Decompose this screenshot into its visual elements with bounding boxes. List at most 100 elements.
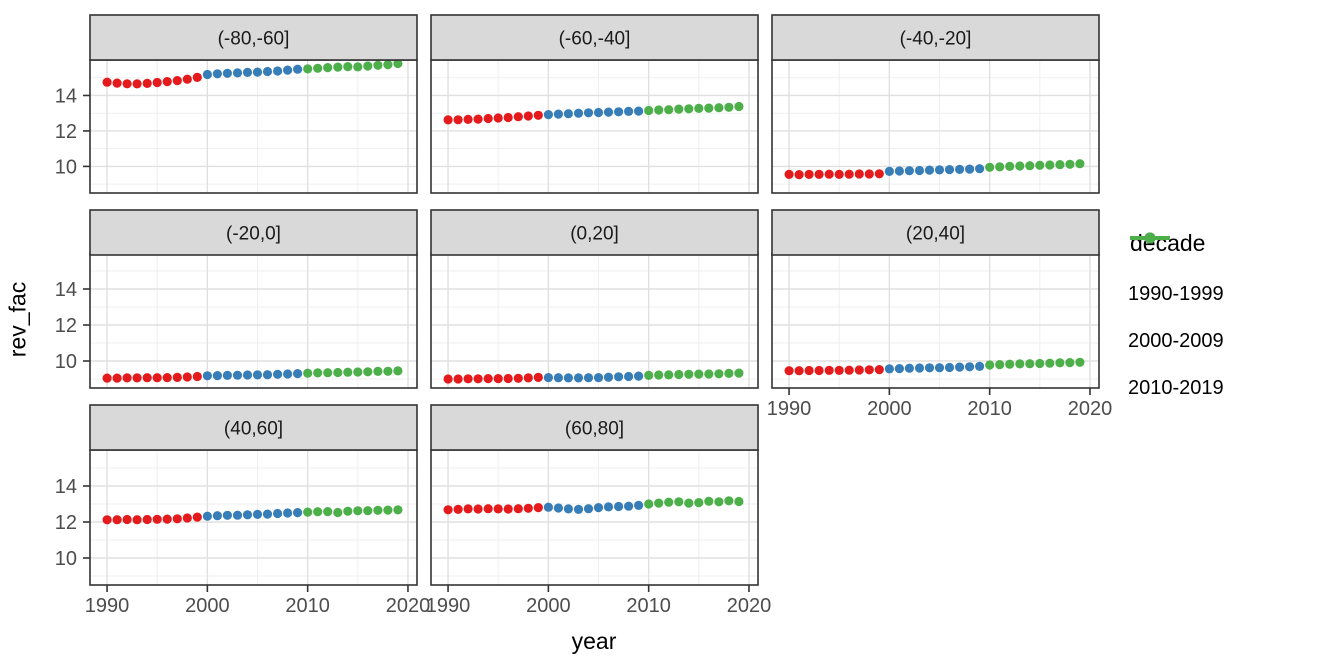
data-point bbox=[152, 77, 162, 88]
data-point bbox=[232, 370, 243, 380]
data-point bbox=[583, 108, 594, 118]
data-point bbox=[654, 105, 664, 115]
legend: decade 1990-1999 2000-2009 2010-2019 bbox=[1128, 230, 1342, 412]
data-point bbox=[955, 164, 965, 174]
data-point bbox=[734, 368, 744, 378]
data-point bbox=[453, 115, 463, 125]
legend-items: 1990-1999 2000-2009 2010-2019 bbox=[1128, 232, 1342, 412]
data-point bbox=[172, 372, 182, 382]
data-point bbox=[162, 373, 172, 383]
data-point bbox=[102, 77, 112, 87]
x-tick-label: 2010 bbox=[967, 398, 1012, 420]
data-point bbox=[593, 503, 604, 513]
data-point bbox=[122, 79, 132, 89]
data-point bbox=[563, 109, 574, 119]
data-point bbox=[503, 373, 513, 384]
y-tick-label: 14 bbox=[55, 476, 77, 498]
data-point bbox=[634, 371, 644, 381]
data-point bbox=[182, 74, 192, 84]
legend-item: 2000-2009 bbox=[1128, 232, 1342, 365]
data-point bbox=[704, 496, 714, 506]
data-point bbox=[222, 510, 232, 520]
data-point bbox=[132, 79, 142, 89]
data-point bbox=[914, 165, 925, 176]
data-point bbox=[122, 373, 132, 383]
data-point bbox=[262, 509, 273, 519]
data-point bbox=[644, 499, 654, 509]
data-point bbox=[112, 78, 122, 88]
data-point bbox=[192, 371, 202, 382]
facet-strip bbox=[430, 404, 759, 451]
data-point bbox=[443, 115, 453, 125]
data-point bbox=[734, 101, 744, 112]
data-point bbox=[493, 113, 503, 123]
legend-title: decade bbox=[1130, 230, 1206, 256]
data-point bbox=[553, 109, 564, 119]
data-point bbox=[323, 368, 333, 378]
data-point bbox=[864, 169, 874, 179]
data-point bbox=[724, 368, 734, 378]
y-tick-label: 12 bbox=[55, 512, 77, 534]
data-point bbox=[724, 496, 734, 506]
data-point bbox=[202, 69, 212, 80]
data-point bbox=[192, 512, 202, 522]
facet-strip bbox=[771, 209, 1100, 256]
facet-strip-label: (40,60] bbox=[224, 419, 283, 440]
data-point bbox=[684, 369, 694, 379]
data-point bbox=[252, 509, 263, 519]
data-point bbox=[1035, 160, 1045, 170]
data-point bbox=[614, 372, 624, 382]
data-point bbox=[172, 514, 182, 524]
data-point bbox=[654, 498, 664, 508]
data-point bbox=[293, 507, 303, 518]
data-point bbox=[503, 112, 513, 123]
facet-strip bbox=[430, 14, 759, 61]
data-point bbox=[373, 505, 383, 515]
data-point bbox=[1015, 359, 1025, 369]
data-point bbox=[313, 507, 323, 517]
data-point bbox=[343, 506, 353, 516]
data-point bbox=[533, 110, 543, 120]
data-point bbox=[182, 372, 192, 382]
data-point bbox=[814, 365, 824, 376]
data-point bbox=[463, 374, 473, 384]
data-point bbox=[222, 68, 232, 78]
y-tick-label: 14 bbox=[55, 279, 77, 301]
data-point bbox=[353, 506, 363, 516]
data-point bbox=[112, 373, 122, 383]
data-point bbox=[664, 105, 674, 115]
data-point bbox=[784, 366, 794, 376]
x-tick-label: 2020 bbox=[386, 595, 431, 617]
y-tick-label: 12 bbox=[55, 315, 77, 337]
data-point bbox=[483, 113, 493, 124]
legend-key-icon bbox=[1130, 232, 1170, 244]
panel-background bbox=[431, 450, 758, 585]
data-point bbox=[102, 515, 112, 525]
legend-item-label: 1990-1999 bbox=[1128, 283, 1224, 305]
data-point bbox=[614, 501, 624, 512]
data-point bbox=[513, 373, 523, 383]
data-point bbox=[965, 164, 975, 174]
data-point bbox=[1005, 161, 1015, 171]
data-point bbox=[333, 367, 343, 378]
data-point bbox=[694, 369, 704, 379]
x-tick-label: 2020 bbox=[727, 595, 772, 617]
data-point bbox=[172, 76, 182, 86]
data-point bbox=[1075, 357, 1085, 367]
facet-strip-label: (-80,-60] bbox=[218, 29, 290, 50]
data-point bbox=[523, 373, 533, 383]
data-point bbox=[202, 371, 212, 381]
facet-strip bbox=[430, 209, 759, 256]
data-point bbox=[483, 374, 493, 384]
data-point bbox=[132, 373, 142, 383]
data-point bbox=[262, 370, 273, 380]
data-point bbox=[603, 372, 614, 382]
data-point bbox=[192, 72, 202, 82]
data-point bbox=[343, 62, 353, 72]
facet-strip-label: (20,40] bbox=[906, 224, 965, 245]
data-point bbox=[373, 366, 383, 376]
data-point bbox=[1075, 159, 1085, 169]
data-point bbox=[573, 108, 584, 118]
data-point bbox=[1055, 358, 1065, 368]
data-point bbox=[533, 503, 543, 513]
